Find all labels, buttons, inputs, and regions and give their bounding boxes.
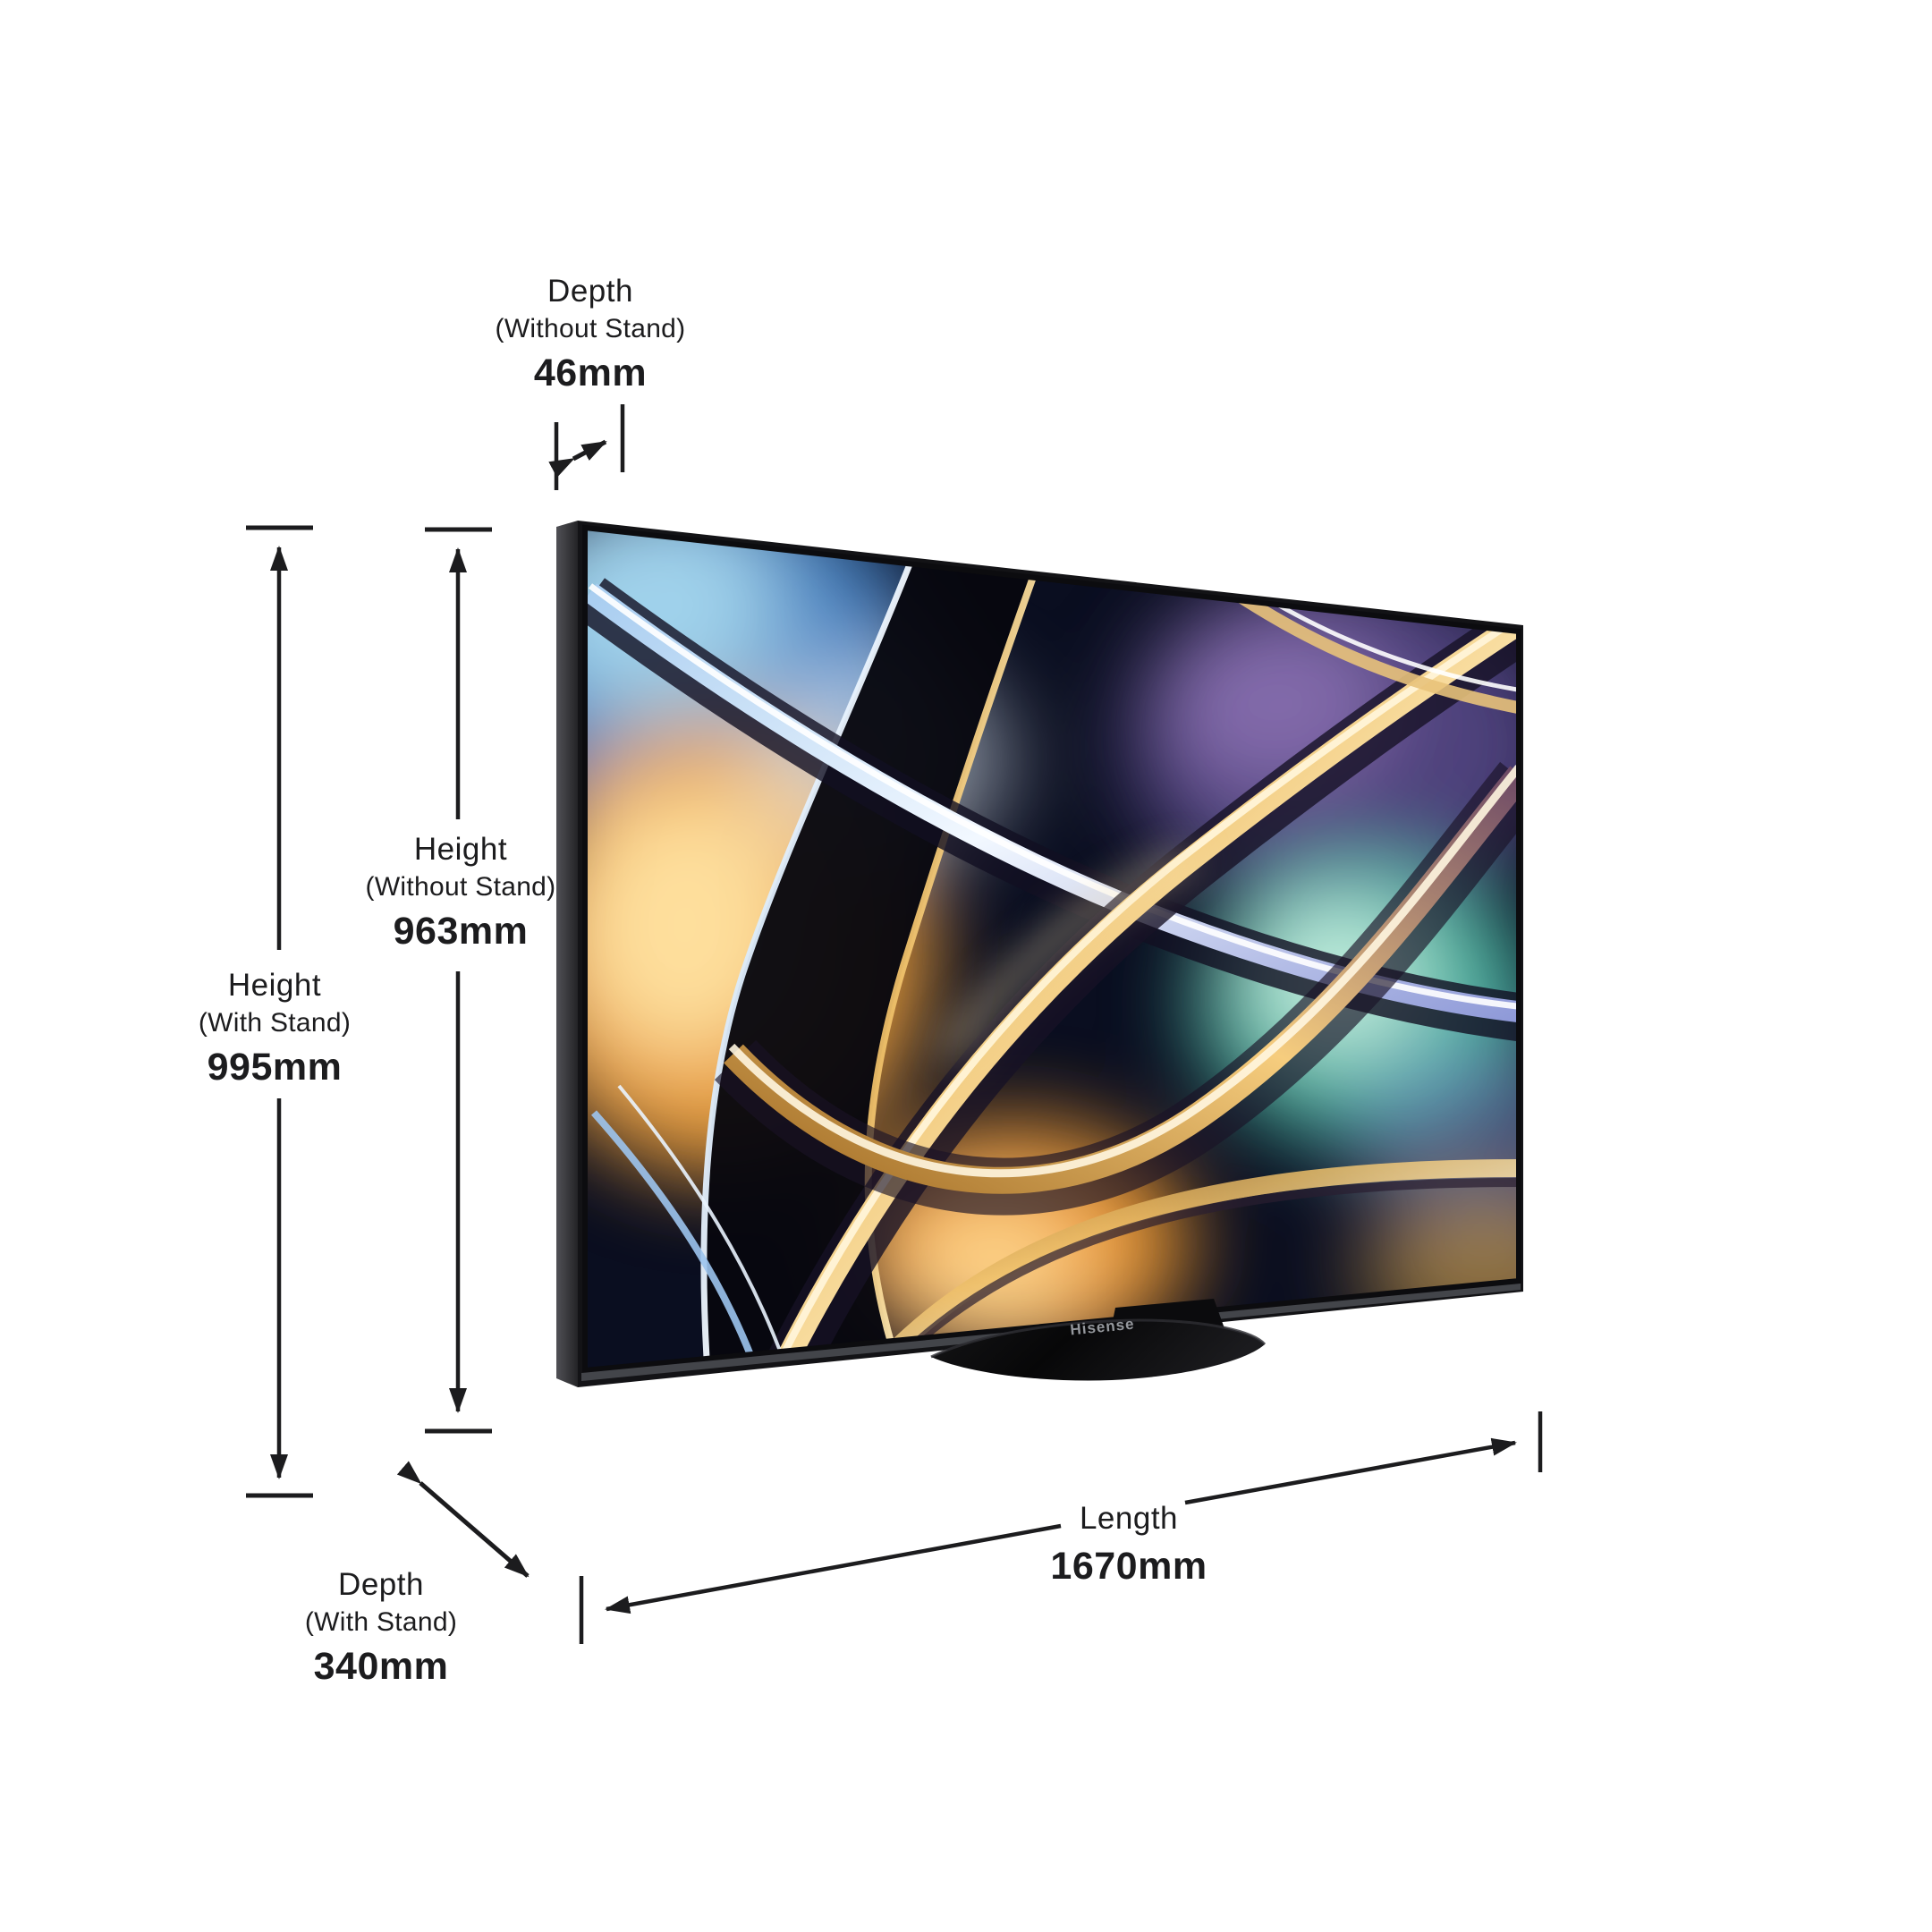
screen-ribbon-dark-chute bbox=[703, 528, 1051, 1370]
dimension-label-height-with-stand: Height (With Stand) 995mm bbox=[78, 968, 471, 1090]
tv: Hisense bbox=[556, 521, 1523, 1387]
tv-stand-base bbox=[931, 1320, 1265, 1381]
dimension-qualifier: (With Stand) bbox=[198, 1007, 352, 1038]
dimension-name: Length bbox=[1079, 1501, 1179, 1536]
tv-screen bbox=[585, 528, 1519, 1370]
dimension-value: 46mm bbox=[533, 352, 648, 395]
dimension-qualifier: (Without Stand) bbox=[495, 313, 686, 343]
dimension-name: Depth bbox=[338, 1567, 424, 1602]
dimension-label-height-without-stand: Height (Without Stand) 963mm bbox=[264, 832, 657, 954]
dimension-name: Height bbox=[413, 832, 508, 867]
dimension-label-depth-without-stand: Depth (Without Stand) 46mm bbox=[394, 274, 787, 396]
dimension-name: Height bbox=[227, 968, 322, 1003]
dimension-value: 963mm bbox=[393, 910, 529, 953]
tv-screen-frame bbox=[582, 524, 1521, 1374]
dimension-label-length: Length 1670mm bbox=[932, 1501, 1326, 1589]
tv-stand bbox=[930, 1299, 1267, 1381]
dimension-value: 1670mm bbox=[1050, 1544, 1208, 1588]
dimension-value: 340mm bbox=[313, 1645, 449, 1689]
tv-side-edge bbox=[556, 521, 578, 1387]
dimension-qualifier: (With Stand) bbox=[304, 1606, 458, 1637]
dimension-qualifier: (Without Stand) bbox=[365, 871, 556, 902]
tv-stand-base-highlight bbox=[930, 1318, 1267, 1359]
dimension-name: Depth bbox=[547, 274, 633, 309]
dimension-lines bbox=[246, 404, 1543, 1644]
height-without-stand-arrow-icon bbox=[425, 527, 492, 1434]
depth-with-stand-arrow-icon bbox=[396, 1461, 530, 1578]
dimension-value: 995mm bbox=[207, 1046, 343, 1089]
depth-without-stand-arrow-icon bbox=[548, 404, 625, 490]
dimension-label-depth-with-stand: Depth (With Stand) 340mm bbox=[184, 1567, 578, 1690]
length-arrow-icon bbox=[579, 1411, 1543, 1644]
height-with-stand-arrow-icon bbox=[246, 525, 313, 1498]
